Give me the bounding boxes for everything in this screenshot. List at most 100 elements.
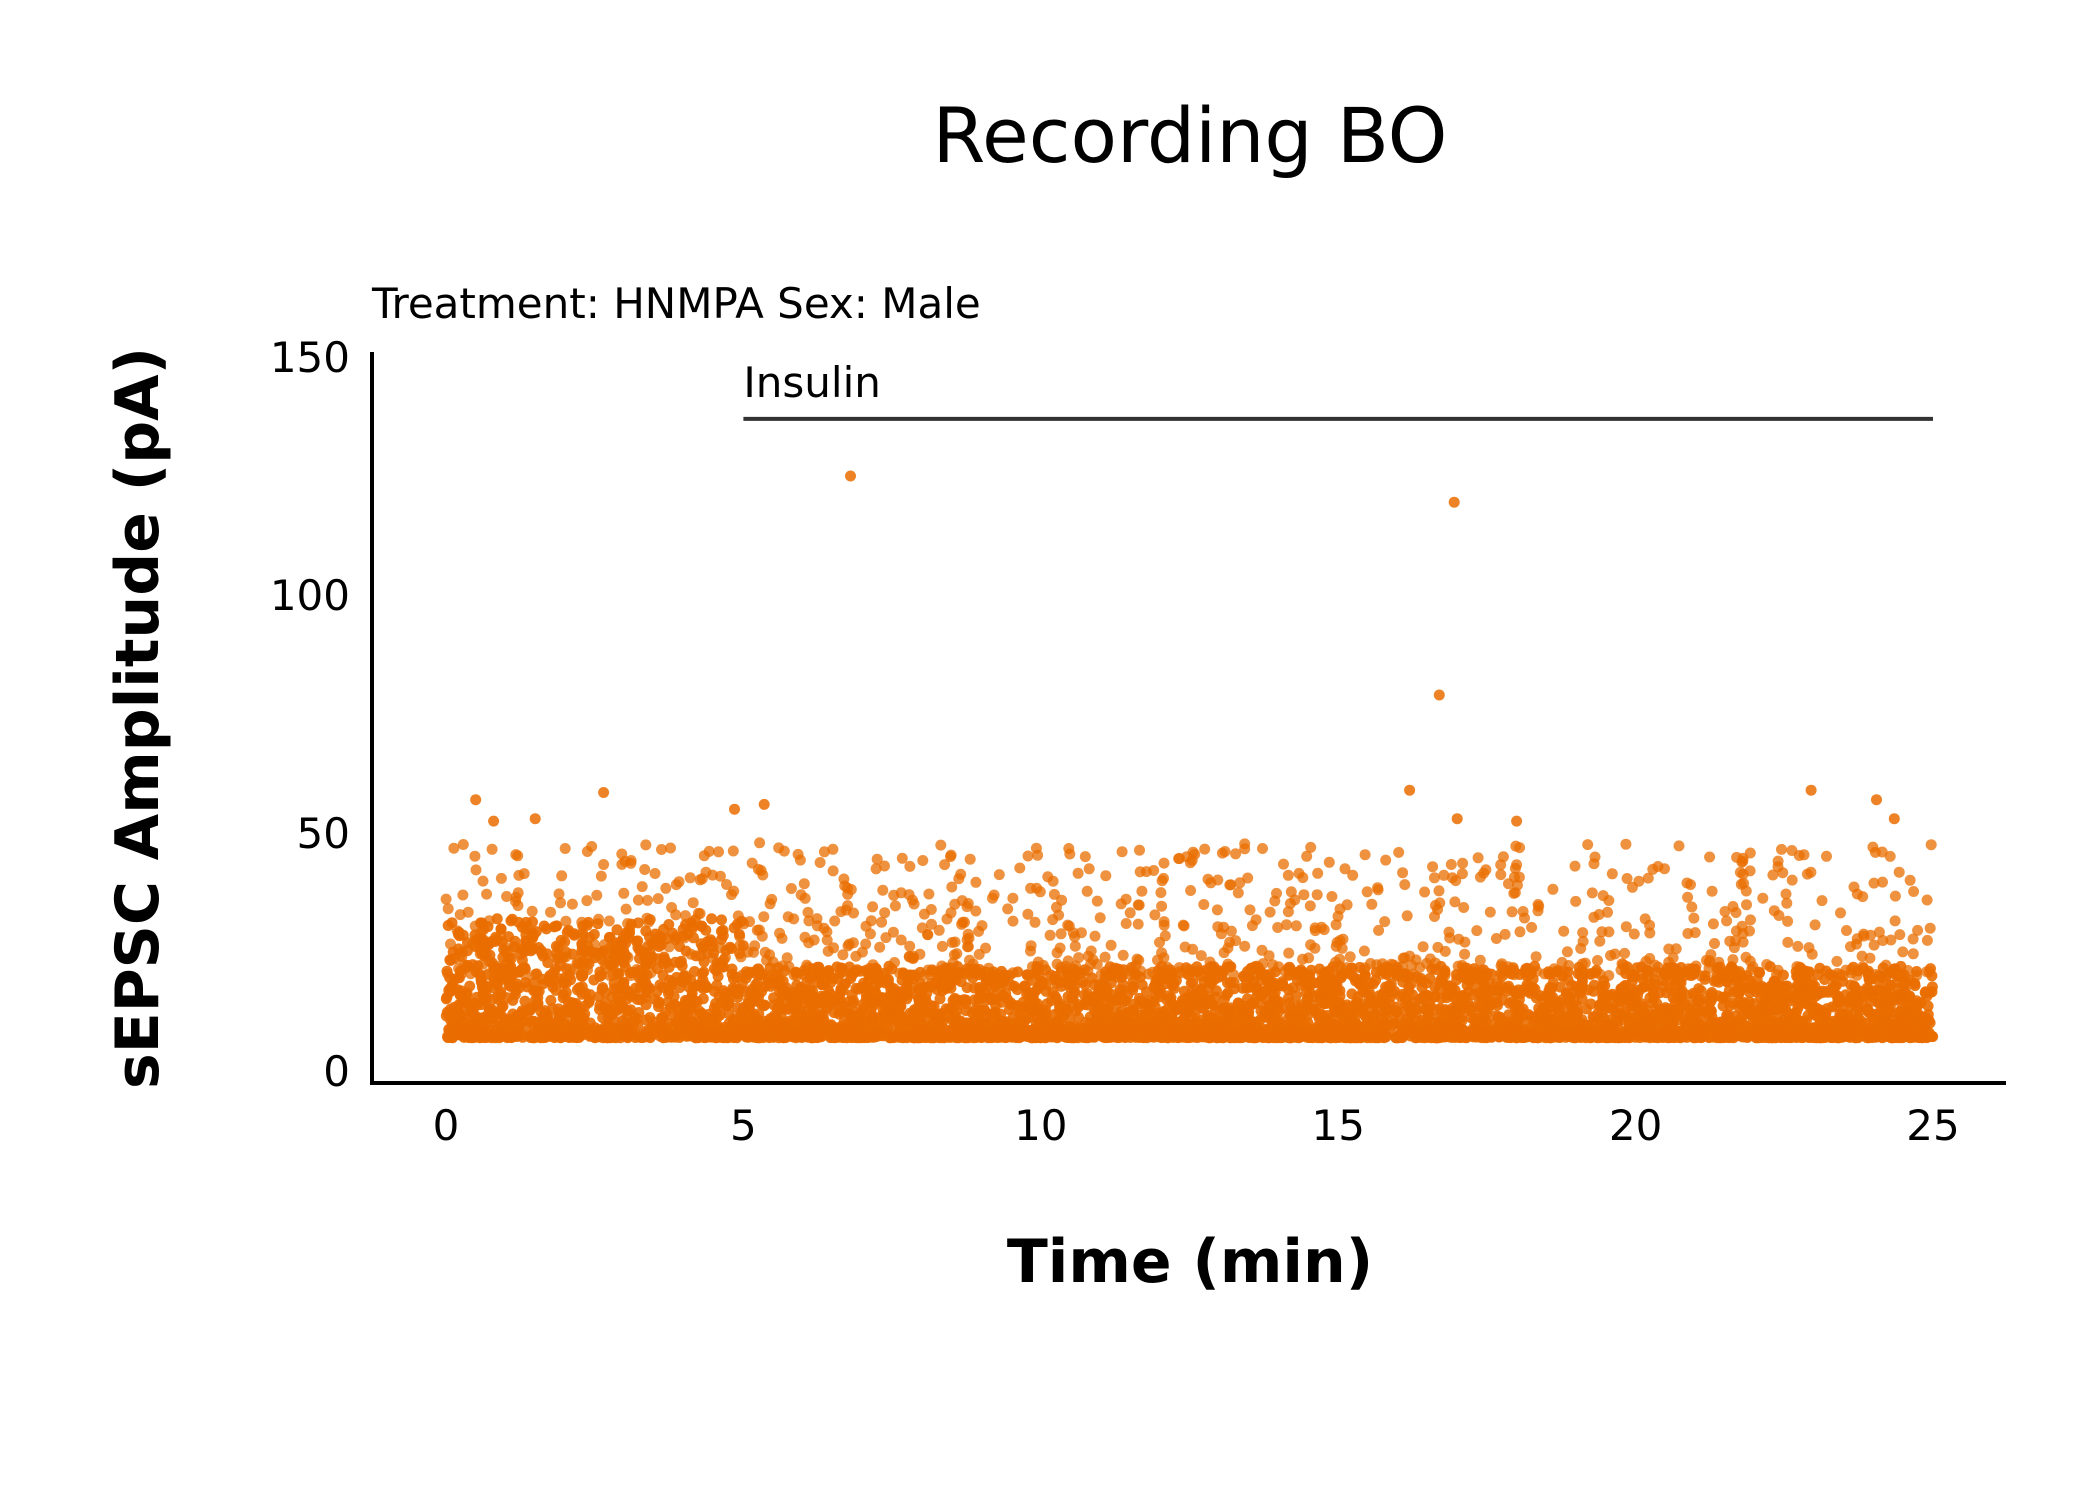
data-point <box>808 1029 820 1041</box>
data-point <box>1287 982 1299 994</box>
data-point <box>1618 1009 1630 1021</box>
data-point <box>1657 980 1669 992</box>
data-point <box>1781 1018 1793 1030</box>
data-point <box>467 1019 479 1031</box>
data-point <box>1122 989 1134 1001</box>
data-point <box>1368 998 1380 1010</box>
data-point <box>1067 1022 1079 1034</box>
data-point <box>455 1029 467 1041</box>
data-point <box>1485 968 1497 980</box>
data-point <box>1597 990 1609 1001</box>
data-point <box>464 980 476 992</box>
data-point <box>1580 1003 1592 1015</box>
data-point <box>834 992 846 1004</box>
data-point <box>928 1000 940 1012</box>
data-point <box>1346 988 1358 1000</box>
data-point <box>750 979 762 991</box>
data-point <box>912 1032 924 1044</box>
data-point <box>797 997 809 1009</box>
data-point <box>1143 1003 1155 1015</box>
data-point <box>1122 1006 1134 1018</box>
data-point <box>506 913 518 925</box>
data-point <box>1380 1031 1392 1043</box>
data-point <box>1848 981 1860 993</box>
data-point <box>1103 1001 1115 1013</box>
data-point <box>1073 1011 1084 1023</box>
data-point <box>1316 996 1328 1008</box>
data-point <box>1473 987 1485 999</box>
data-point <box>1232 1032 1244 1044</box>
data-point <box>658 958 670 970</box>
data-point <box>1360 998 1371 1010</box>
data-point <box>1385 978 1397 990</box>
data-point <box>1385 991 1396 1003</box>
data-point <box>764 1020 776 1032</box>
data-point <box>1826 1001 1838 1013</box>
data-point <box>692 1032 704 1044</box>
data-point <box>446 917 458 929</box>
data-point <box>753 991 765 1002</box>
data-point <box>649 993 661 1005</box>
data-point <box>631 1013 643 1025</box>
data-point <box>1616 1029 1628 1041</box>
data-point <box>1202 1009 1214 1021</box>
data-point <box>860 993 872 1005</box>
data-point <box>1094 978 1106 990</box>
data-point <box>1312 1009 1323 1021</box>
data-point <box>497 1000 509 1012</box>
data-point <box>849 1006 861 1018</box>
data-point <box>1492 999 1503 1011</box>
data-point <box>1054 1000 1065 1012</box>
data-point <box>888 983 900 995</box>
data-point <box>1790 1013 1802 1024</box>
data-point <box>1052 1016 1064 1028</box>
data-point <box>690 1021 702 1033</box>
data-point <box>908 1016 920 1028</box>
data-point <box>1240 974 1252 986</box>
data-point <box>714 1009 726 1021</box>
data-point <box>1879 1008 1891 1020</box>
data-point <box>1157 1021 1169 1032</box>
data-point <box>579 1008 591 1020</box>
data-point <box>1840 989 1852 1001</box>
data-point <box>985 993 996 1005</box>
data-point <box>722 997 734 1009</box>
data-point <box>1893 1010 1905 1022</box>
data-point <box>1061 1031 1073 1043</box>
data-point <box>725 943 737 954</box>
data-point <box>824 988 836 1000</box>
data-point <box>904 1031 916 1043</box>
data-point <box>1586 1028 1598 1040</box>
data-point <box>593 991 605 1002</box>
data-point <box>1043 1028 1055 1040</box>
data-point <box>593 1031 605 1043</box>
data-point <box>538 920 550 932</box>
data-point <box>1552 1010 1564 1022</box>
data-point <box>727 982 739 994</box>
data-point <box>562 995 574 1007</box>
data-point <box>1135 1013 1147 1025</box>
data-point <box>1491 977 1503 989</box>
data-point <box>1675 990 1687 1002</box>
data-point <box>811 976 823 988</box>
data-point <box>1605 1014 1617 1026</box>
data-point <box>691 979 703 991</box>
data-point <box>682 1029 694 1041</box>
data-point <box>1292 1031 1304 1043</box>
data-point <box>1761 1001 1773 1013</box>
data-point <box>1630 1009 1642 1021</box>
data-point <box>528 985 540 997</box>
data-point <box>1492 1011 1504 1023</box>
data-point <box>621 993 633 1005</box>
data-point <box>1166 980 1178 992</box>
data-point <box>536 947 548 959</box>
data-point <box>999 1030 1011 1042</box>
data-point <box>1546 1000 1558 1012</box>
data-point <box>743 1015 755 1027</box>
data-point <box>1470 1024 1482 1035</box>
data-point <box>444 954 456 966</box>
data-point <box>1089 1030 1101 1042</box>
data-point <box>1647 984 1659 995</box>
data-point <box>1079 979 1091 991</box>
data-point <box>553 1017 565 1029</box>
